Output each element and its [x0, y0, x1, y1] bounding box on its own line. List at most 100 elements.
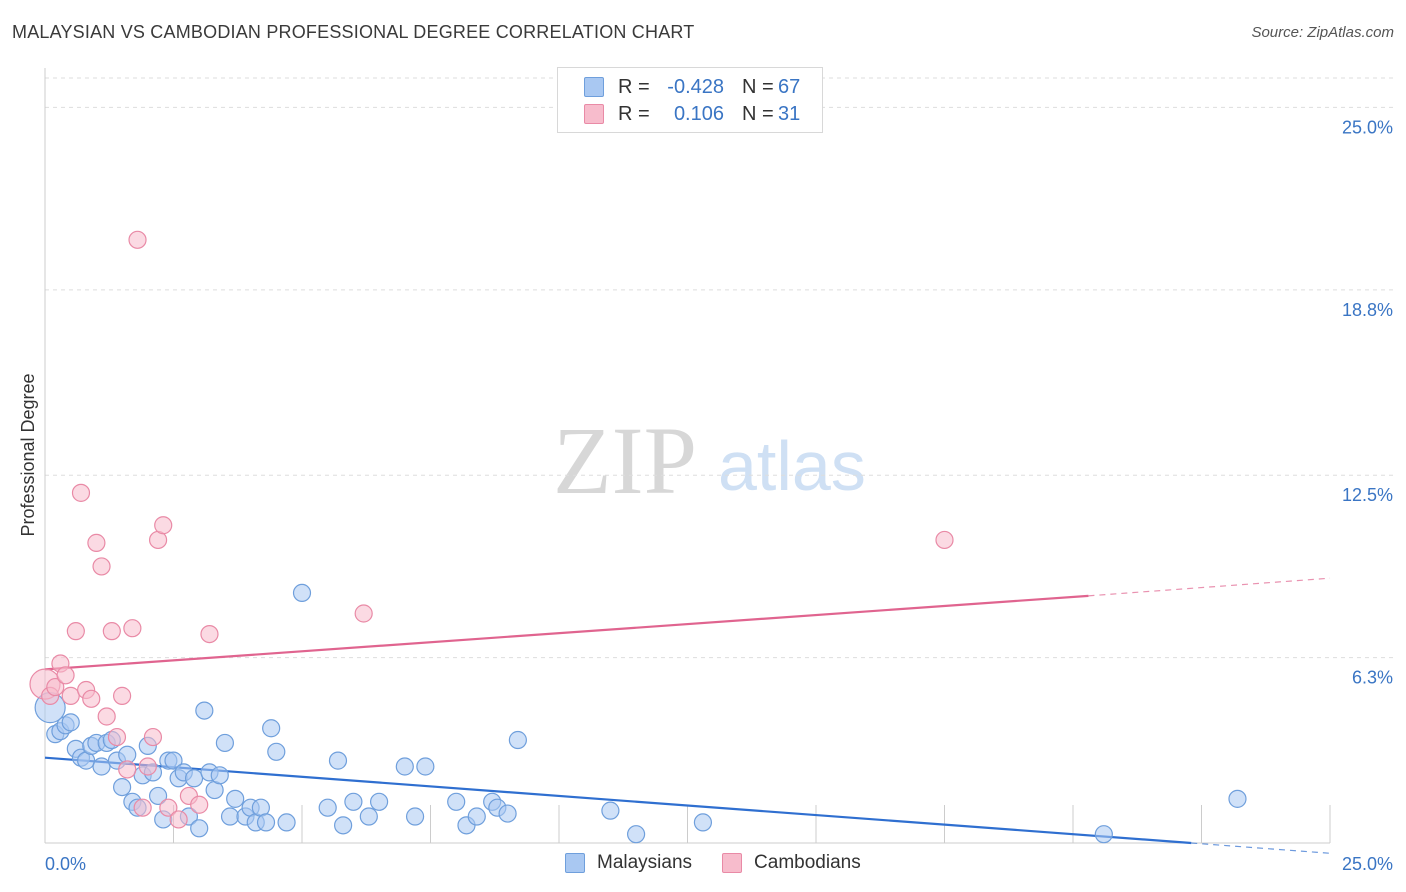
- n-value: 67: [778, 75, 801, 98]
- cambodians-point: [71, 483, 91, 502]
- malaysians-point: [292, 583, 312, 603]
- watermark-zip: ZIP: [553, 407, 697, 514]
- cambodians-point: [200, 624, 219, 644]
- malaysians-point: [498, 804, 517, 823]
- malaysians-point: [220, 807, 240, 826]
- cambodians-point: [354, 604, 373, 623]
- malaysians-point: [215, 733, 234, 753]
- cambodians-point: [118, 760, 137, 779]
- data-points: [29, 230, 1247, 844]
- malaysians-point: [184, 769, 204, 788]
- r-value: -0.428: [667, 75, 724, 98]
- cambodians-point: [87, 533, 106, 552]
- cambodians-point: [169, 810, 188, 829]
- malaysians-point: [267, 742, 286, 761]
- malaysians-point: [92, 757, 111, 776]
- cambodians-point: [138, 757, 157, 776]
- trend-lines: [44, 577, 1331, 854]
- malaysians-point: [416, 757, 435, 776]
- malaysians-point: [334, 816, 353, 835]
- cambodians-point: [112, 686, 132, 705]
- malaysians-point: [256, 813, 276, 832]
- malaysians-point: [693, 813, 713, 832]
- malaysians-swatch: [565, 853, 585, 873]
- malaysians-point: [1228, 789, 1247, 808]
- malaysians-trend-line: [44, 756, 1192, 845]
- cambodians-point: [154, 516, 173, 535]
- cambodians-point: [107, 727, 127, 747]
- n-label: N =: [742, 102, 774, 125]
- malaysians-point: [601, 801, 620, 820]
- y-axis-label: Professional Degree: [18, 373, 38, 536]
- cambodians-point: [56, 666, 75, 685]
- malaysians-point: [277, 813, 296, 832]
- legend-row-malaysians: R = -0.428 N = 67: [584, 74, 818, 100]
- legend-row-cambodians: R = 0.106 N = 31: [584, 101, 818, 127]
- grid-lines: [45, 77, 1395, 659]
- y-tick-label: 25.0%: [1342, 117, 1393, 137]
- malaysians-point: [1094, 825, 1113, 844]
- chart-title: MALAYSIAN VS CAMBODIAN PROFESSIONAL DEGR…: [12, 22, 695, 42]
- cambodians-point: [102, 622, 121, 641]
- malaysians-point: [195, 701, 214, 720]
- legend-label: Cambodians: [754, 852, 861, 873]
- malaysians-point: [447, 792, 466, 811]
- cambodians-point: [46, 677, 65, 697]
- malaysians-point: [148, 786, 168, 806]
- malaysians-point: [190, 819, 209, 838]
- tick-labels: 6.3% 12.5% 18.8% 25.0% 0.0% 25.0%: [45, 117, 1393, 874]
- malaysians-point: [467, 807, 486, 826]
- malaysians-point: [112, 777, 132, 797]
- cambodians-point: [159, 798, 178, 817]
- cambodians-point: [190, 795, 209, 814]
- r-label: R =: [618, 102, 650, 125]
- malaysians-point: [359, 807, 378, 826]
- malaysians-point: [508, 730, 527, 750]
- r-value: 0.106: [673, 102, 724, 125]
- source-credit: Source: ZipAtlas.com: [1251, 24, 1394, 41]
- malaysians-swatch: [584, 77, 604, 97]
- y-tick-label: 12.5%: [1342, 485, 1393, 505]
- malaysians-point: [370, 792, 389, 811]
- correlation-legend: R = -0.428 N = 67 R = 0.106 N = 31: [557, 67, 823, 133]
- cambodians-trend-extension: [1088, 577, 1331, 597]
- watermark-atlas: atlas: [718, 427, 866, 505]
- cambodians-point: [97, 707, 116, 726]
- cambodians-point: [66, 622, 85, 641]
- legend-label: Malaysians: [597, 852, 693, 873]
- cambodians-point: [133, 798, 152, 817]
- malaysians-point: [626, 825, 646, 844]
- malaysians-point: [395, 757, 414, 776]
- malaysians-trend-extension: [1191, 842, 1331, 854]
- n-label: N =: [742, 75, 774, 98]
- cambodians-point: [143, 727, 163, 747]
- cambodians-point: [61, 686, 80, 705]
- y-tick-label: 18.8%: [1342, 300, 1393, 320]
- cambodians-swatch: [722, 853, 743, 873]
- cambodians-point: [82, 689, 101, 708]
- cambodians-trend-line: [44, 594, 1089, 671]
- legend-item-cambodians[interactable]: Cambodians: [722, 852, 861, 874]
- malaysians-point: [328, 751, 348, 770]
- series-legend: Malaysians Cambodians: [565, 852, 891, 874]
- malaysians-point: [164, 751, 183, 770]
- malaysians-point: [318, 798, 337, 817]
- y-tick-label: 6.3%: [1352, 668, 1393, 688]
- cambodians-point: [92, 557, 111, 576]
- cambodians-point: [128, 230, 147, 249]
- malaysians-point: [405, 807, 425, 826]
- cambodians-point: [123, 619, 142, 638]
- cambodians-swatch: [584, 104, 604, 124]
- malaysians-point: [210, 766, 229, 785]
- malaysians-point: [226, 789, 245, 808]
- malaysians-point: [262, 719, 281, 738]
- malaysians-point: [344, 792, 363, 811]
- x-tick-label: 0.0%: [45, 854, 86, 874]
- r-label: R =: [618, 75, 650, 98]
- legend-item-malaysians[interactable]: Malaysians: [565, 852, 692, 874]
- malaysians-point: [61, 713, 80, 732]
- x-tick-label: 25.0%: [1342, 854, 1393, 874]
- n-value: 31: [778, 102, 801, 125]
- cambodians-point: [935, 530, 954, 550]
